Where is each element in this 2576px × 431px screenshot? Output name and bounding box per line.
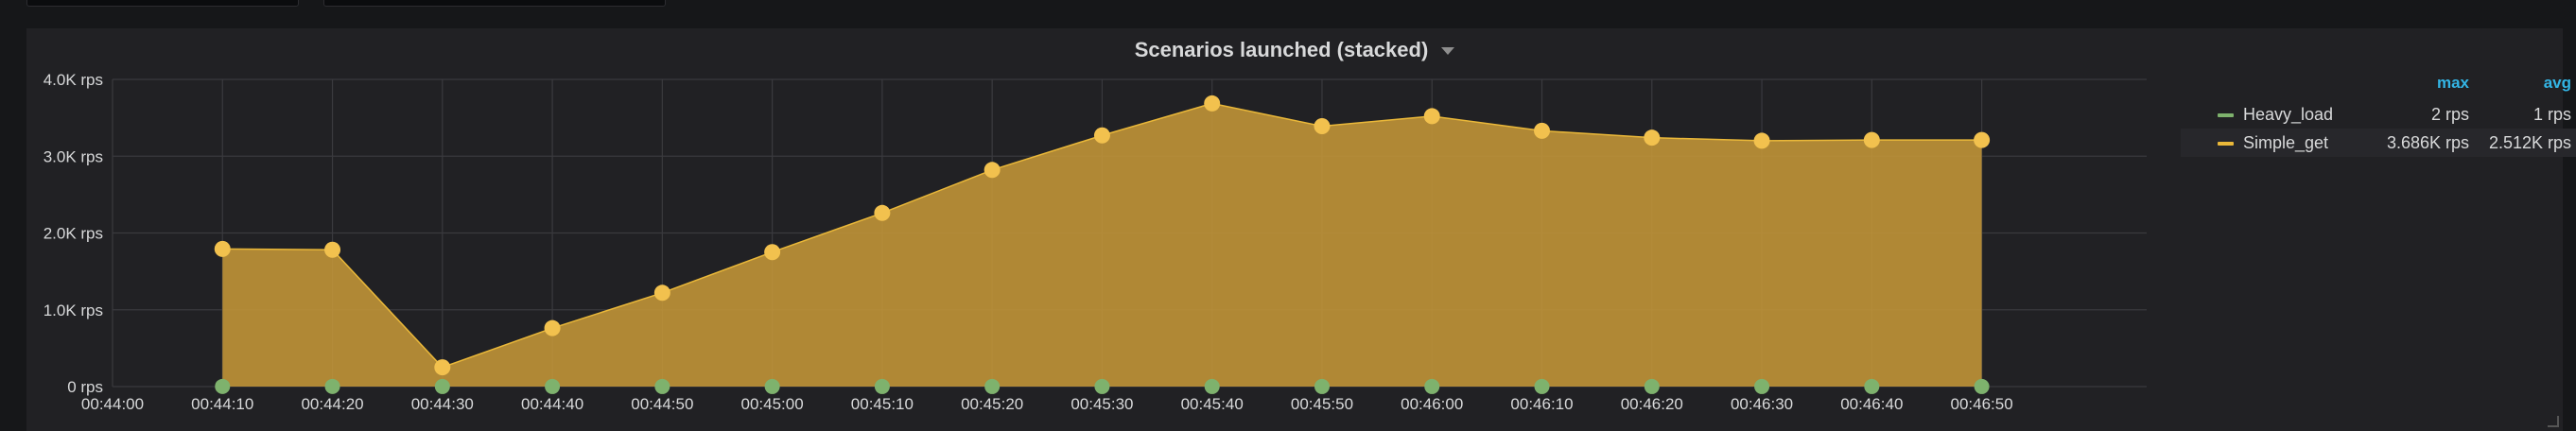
- data-point-heavy-load[interactable]: [1424, 378, 1440, 394]
- legend-series-avg: 1 rps: [2532, 105, 2571, 124]
- graph-panel: Scenarios launched (stacked) 0 rps 1.0K r…: [26, 28, 2576, 431]
- data-point-simple-get[interactable]: [214, 240, 231, 257]
- y-tick-label: 0 rps: [67, 378, 103, 396]
- data-point-simple-get[interactable]: [1863, 131, 1880, 148]
- x-tick-label: 00:44:40: [521, 395, 583, 413]
- data-point-heavy-load[interactable]: [1204, 378, 1220, 394]
- data-point-simple-get[interactable]: [324, 241, 341, 258]
- x-tick-label: 00:46:30: [1731, 395, 1793, 413]
- data-point-heavy-load[interactable]: [1974, 378, 1990, 394]
- x-tick-label: 00:45:40: [1181, 395, 1244, 413]
- data-point-heavy-load[interactable]: [984, 378, 1001, 394]
- data-point-simple-get[interactable]: [1204, 95, 1221, 112]
- legend-avg-header[interactable]: avg: [2543, 74, 2571, 92]
- dashboard-top-bar: [0, 0, 2576, 26]
- x-tick-label: 00:45:50: [1291, 395, 1353, 413]
- x-tick-label: 00:46:40: [1840, 395, 1903, 413]
- x-tick-label: 00:44:20: [301, 395, 363, 413]
- panel-title-text[interactable]: Scenarios launched (stacked): [1134, 38, 1429, 61]
- x-tick-label: 00:45:30: [1070, 395, 1133, 413]
- x-tick-label: 00:45:10: [851, 395, 914, 413]
- data-point-simple-get[interactable]: [1753, 132, 1770, 149]
- x-tick-label: 00:44:10: [191, 395, 253, 413]
- x-tick-label: 00:44:50: [631, 395, 693, 413]
- data-point-heavy-load[interactable]: [1534, 378, 1550, 394]
- legend-header: max avg: [2181, 74, 2576, 100]
- y-tick-label: 1.0K rps: [44, 302, 103, 319]
- x-tick-label: 00:46:20: [1621, 395, 1683, 413]
- data-point-heavy-load[interactable]: [1754, 378, 1770, 394]
- x-tick-label: 00:46:10: [1510, 395, 1573, 413]
- panel-resize-handle[interactable]: [2548, 416, 2559, 427]
- legend-series-name[interactable]: Heavy_load: [2243, 105, 2334, 124]
- data-point-simple-get[interactable]: [653, 284, 670, 302]
- x-tick-label: 00:44:00: [81, 395, 144, 413]
- x-tick-label: 00:45:20: [961, 395, 1023, 413]
- legend-item-simple-get[interactable]: Simple_get 3.686K rps 2.512K rps: [2181, 129, 2576, 157]
- legend-series-max: 2 rps: [2430, 105, 2469, 124]
- data-point-heavy-load[interactable]: [1094, 378, 1110, 394]
- data-point-simple-get[interactable]: [983, 162, 1001, 179]
- data-point-heavy-load[interactable]: [764, 378, 780, 394]
- chevron-down-icon[interactable]: [1441, 47, 1455, 56]
- x-tick-label: 00:45:00: [741, 395, 804, 413]
- data-point-simple-get[interactable]: [1534, 122, 1551, 139]
- data-point-heavy-load[interactable]: [545, 378, 561, 394]
- data-point-simple-get[interactable]: [1093, 127, 1110, 144]
- legend-series-avg: 2.512K rps: [2488, 133, 2571, 152]
- data-point-simple-get[interactable]: [434, 359, 451, 376]
- data-point-simple-get[interactable]: [1644, 129, 1661, 147]
- template-variable-input[interactable]: [26, 0, 299, 7]
- data-point-heavy-load[interactable]: [434, 378, 450, 394]
- y-tick-label: 3.0K rps: [44, 147, 103, 165]
- legend-max-header[interactable]: max: [2436, 74, 2469, 92]
- data-point-heavy-load[interactable]: [1644, 378, 1660, 394]
- y-tick-label: 4.0K rps: [44, 71, 103, 89]
- legend-series-name[interactable]: Simple_get: [2243, 133, 2329, 152]
- data-point-heavy-load[interactable]: [1864, 378, 1880, 394]
- data-point-heavy-load[interactable]: [1314, 378, 1330, 394]
- series-color-swatch[interactable]: [2218, 142, 2234, 146]
- series-area-simple-get: [222, 103, 1982, 388]
- series-color-swatch[interactable]: [2218, 113, 2234, 117]
- data-point-heavy-load[interactable]: [324, 378, 340, 394]
- x-tick-label: 00:46:50: [1951, 395, 2013, 413]
- data-point-simple-get[interactable]: [1974, 131, 1991, 148]
- data-point-simple-get[interactable]: [1423, 108, 1440, 125]
- data-point-heavy-load[interactable]: [874, 378, 890, 394]
- template-variable-input[interactable]: [323, 0, 666, 7]
- y-tick-label: 2.0K rps: [44, 225, 103, 243]
- legend: max avg Heavy_load 2 rps 1 rps Simple_ge…: [2181, 74, 2576, 157]
- data-point-simple-get[interactable]: [874, 204, 891, 221]
- legend-item-heavy-load[interactable]: Heavy_load 2 rps 1 rps: [2181, 100, 2576, 129]
- panel-title[interactable]: Scenarios launched (stacked): [26, 38, 2563, 62]
- x-tick-label: 00:44:30: [411, 395, 474, 413]
- legend-series-max: 3.686K rps: [2386, 133, 2469, 152]
- chart-area: 0 rps 1.0K rps 2.0K rps 3.0K rps 4.0K rps 00:…: [44, 71, 2147, 413]
- data-point-heavy-load[interactable]: [215, 378, 231, 394]
- data-point-heavy-load[interactable]: [654, 378, 670, 394]
- data-point-simple-get[interactable]: [764, 244, 781, 261]
- data-point-simple-get[interactable]: [1314, 117, 1331, 134]
- x-tick-label: 00:46:00: [1401, 395, 1463, 413]
- data-point-simple-get[interactable]: [544, 319, 561, 336]
